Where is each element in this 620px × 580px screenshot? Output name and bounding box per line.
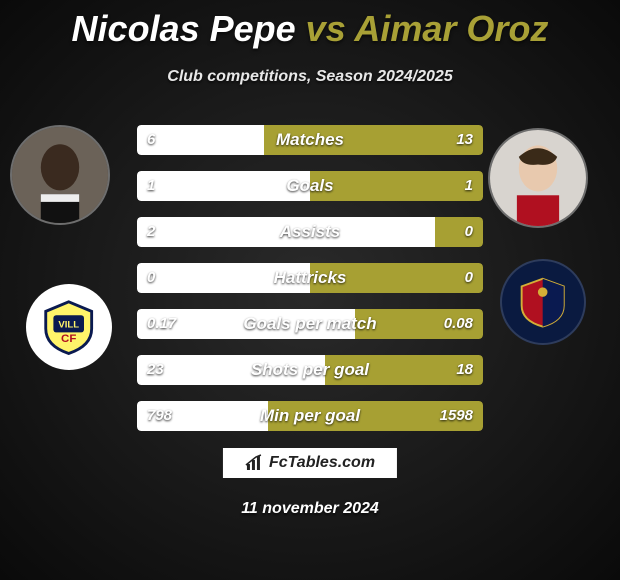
svg-text:VILL: VILL — [59, 320, 80, 331]
player2-club-logo — [500, 259, 586, 345]
bar-segment-p2 — [310, 263, 483, 293]
bar-segment-p2 — [435, 217, 483, 247]
player1-club-logo: VILL CF — [26, 284, 112, 370]
svg-text:CF: CF — [61, 333, 76, 345]
stat-bar: 613Matches — [137, 125, 483, 155]
bar-segment-p1 — [137, 171, 310, 201]
bar-segment-p1 — [137, 401, 268, 431]
stat-bar: 2318Shots per goal — [137, 355, 483, 385]
bar-segment-p1 — [137, 355, 325, 385]
stat-bar: 00Hattricks — [137, 263, 483, 293]
bar-segment-p1 — [137, 217, 435, 247]
fctables-badge: FcTables.com — [223, 448, 397, 478]
stat-bar: 7981598Min per goal — [137, 401, 483, 431]
player2-name: Aimar Oroz — [354, 8, 548, 49]
bar-segment-p2 — [268, 401, 483, 431]
bar-segment-p2 — [355, 309, 483, 339]
comparison-title: Nicolas Pepe vs Aimar Oroz — [0, 0, 620, 50]
bar-segment-p2 — [310, 171, 483, 201]
chart-icon — [245, 454, 263, 472]
date-label: 11 november 2024 — [0, 500, 620, 518]
stat-bar: 11Goals — [137, 171, 483, 201]
bar-segment-p1 — [137, 309, 355, 339]
bar-segment-p2 — [264, 125, 483, 155]
player1-photo — [10, 125, 110, 225]
fctables-label: FcTables.com — [269, 454, 375, 472]
bar-segment-p2 — [325, 355, 483, 385]
player2-photo — [488, 128, 588, 228]
subtitle: Club competitions, Season 2024/2025 — [0, 68, 620, 86]
vs-label: vs — [306, 8, 346, 49]
stat-bars: 613Matches 11Goals 20Assists 00Hattricks 0.1… — [137, 125, 483, 447]
bar-segment-p1 — [137, 263, 310, 293]
stat-bar: 0.170.08Goals per match — [137, 309, 483, 339]
player1-name: Nicolas Pepe — [72, 8, 296, 49]
stat-bar: 20Assists — [137, 217, 483, 247]
bar-segment-p1 — [137, 125, 264, 155]
